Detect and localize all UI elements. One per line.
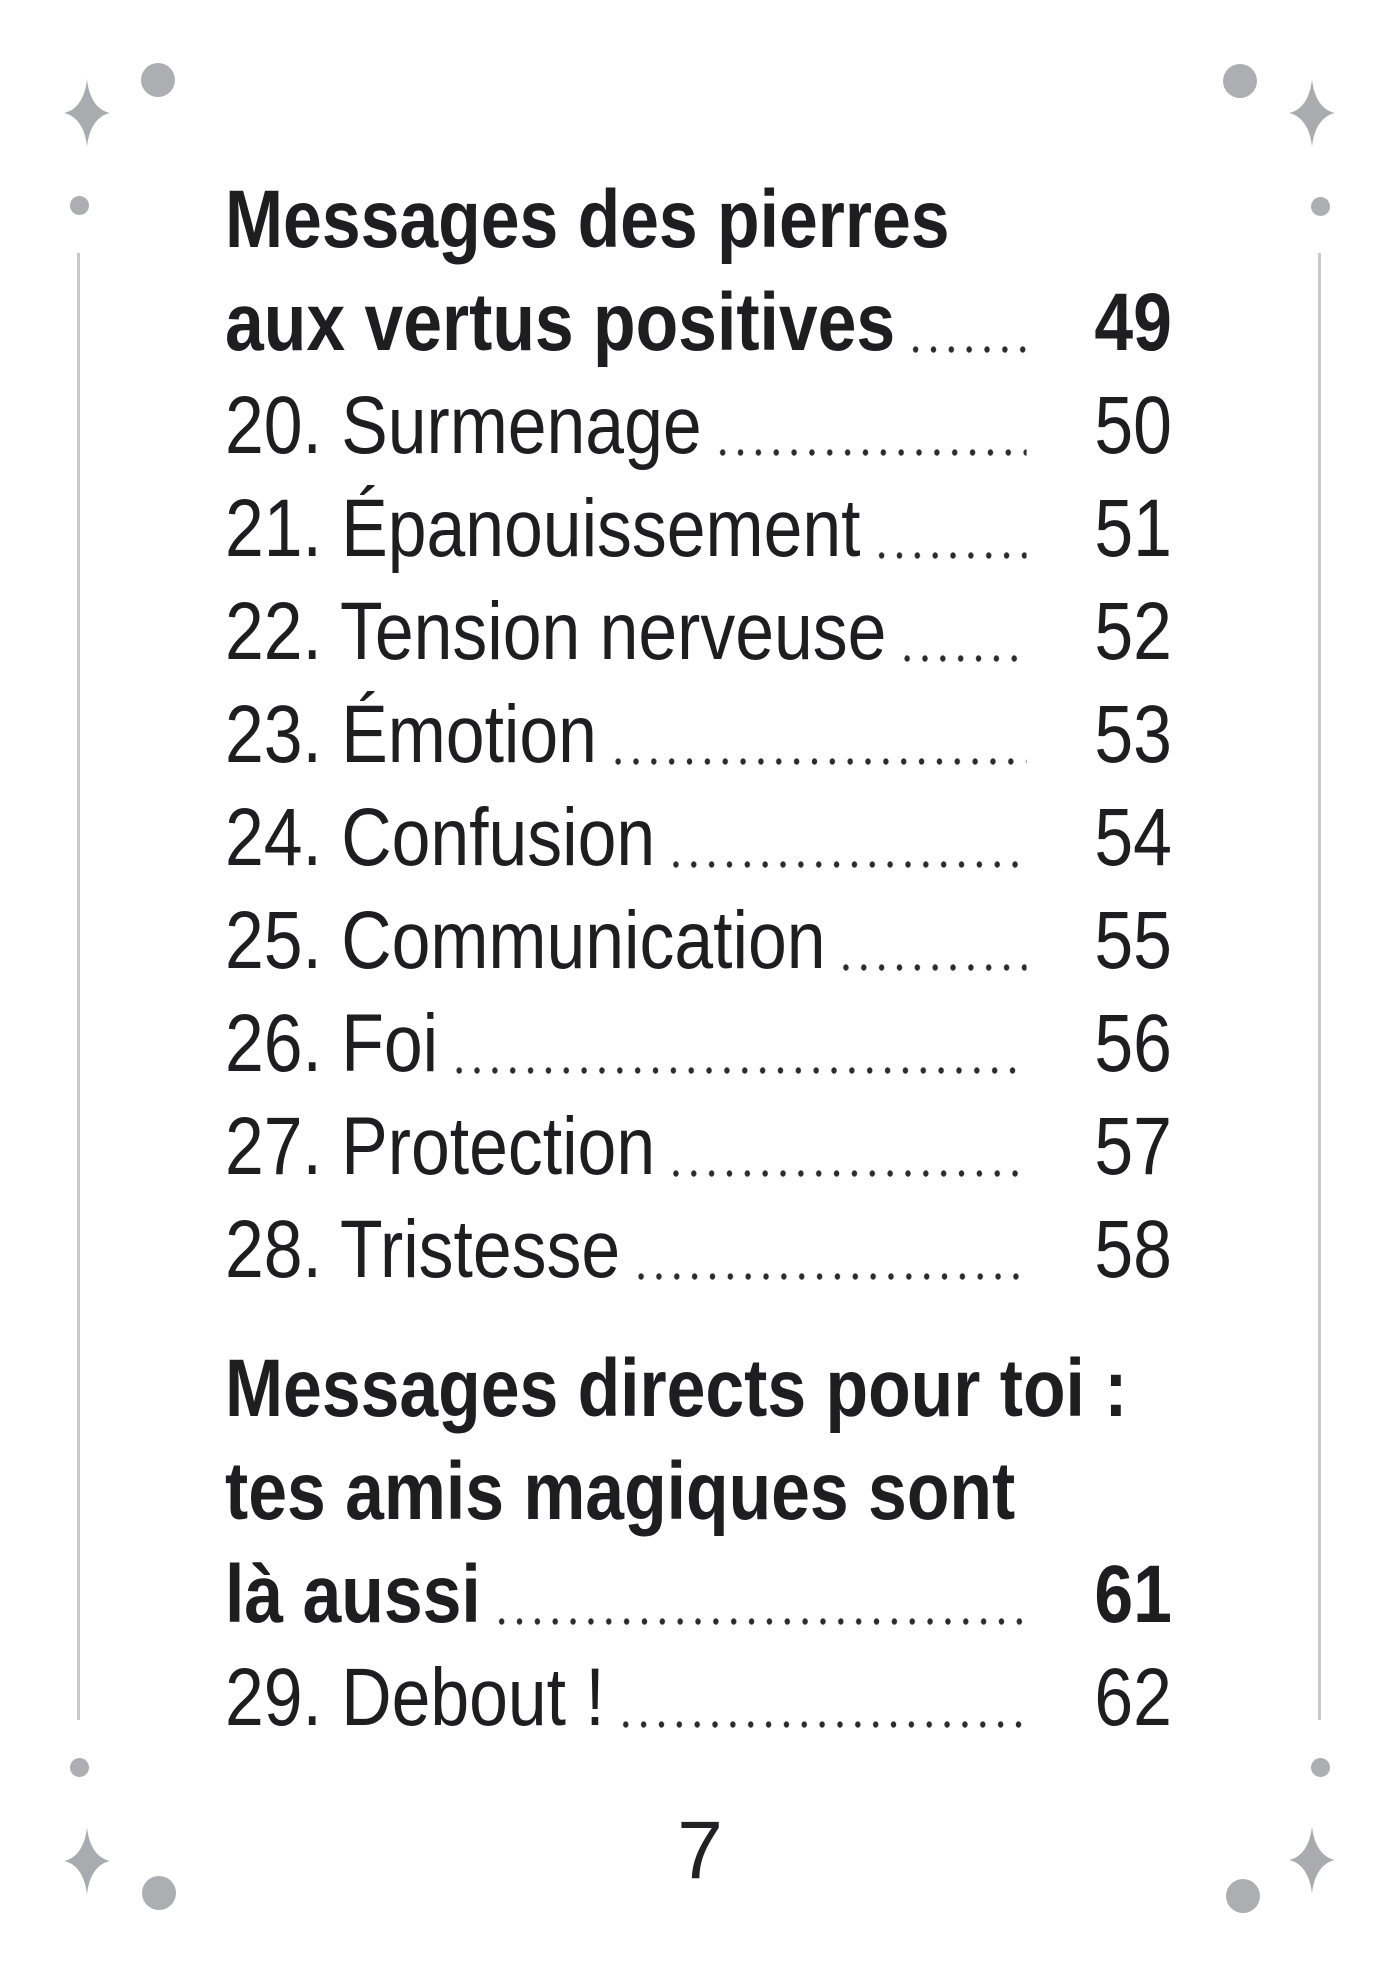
toc-entry-label: là aussi: [225, 1549, 481, 1640]
toc-entry-label: 29. Debout !: [225, 1652, 605, 1743]
toc-row: 26. Foi 56: [225, 992, 1172, 1095]
small-dot-ornament: [70, 1758, 89, 1777]
toc-page-number: 57: [1094, 1101, 1172, 1192]
toc-page-number: 53: [1094, 689, 1172, 780]
dot-ornament: [1226, 1879, 1260, 1913]
dots-leader: [608, 758, 1027, 765]
toc-page-number: 58: [1094, 1204, 1172, 1295]
toc-entry-label: tes amis magiques sont: [225, 1446, 1016, 1537]
vertical-border-line-left: [77, 253, 80, 1720]
toc-page-number: 56: [1094, 998, 1172, 1089]
toc-entry-label: 22. Tension nerveuse: [225, 586, 887, 677]
dots-leader: [837, 964, 1027, 971]
toc-entry-label: aux vertus positives: [225, 277, 896, 368]
dots-leader: [492, 1618, 1027, 1625]
toc-row: 24. Confusion 54: [225, 786, 1172, 889]
small-dot-ornament: [1311, 1758, 1330, 1777]
toc-entry-label: 27. Protection: [225, 1101, 656, 1192]
toc-entry-label: 26. Foi: [225, 998, 439, 1089]
small-dot-ornament: [1311, 197, 1330, 216]
toc-entry-label: 23. Émotion: [225, 689, 597, 780]
toc-section-heading-row: tes amis magiques sont: [225, 1440, 1172, 1543]
toc-row: 22. Tension nerveuse 52: [225, 580, 1172, 683]
toc-entry-label: 25. Communication: [225, 895, 826, 986]
toc-entry-label: 24. Confusion: [225, 792, 656, 883]
sparkle-icon: [64, 79, 110, 147]
dot-ornament: [142, 1876, 176, 1910]
toc-row: 21. Épanouissement 51: [225, 477, 1172, 580]
toc-section-heading-row: Messages des pierres: [225, 168, 1172, 271]
toc-entry-label: 21. Épanouissement: [225, 483, 861, 574]
dots-leader: [667, 861, 1027, 868]
toc-entry-label: Messages directs pour toi :: [225, 1343, 1128, 1434]
toc-row: 28. Tristesse 58: [225, 1198, 1172, 1301]
sparkle-icon: [1289, 1826, 1335, 1894]
dot-ornament: [1223, 64, 1257, 98]
dots-leader: [666, 1170, 1027, 1177]
dots-leader: [632, 1273, 1027, 1280]
toc-page-number: 54: [1094, 792, 1172, 883]
dots-leader: [713, 449, 1027, 456]
toc-section-heading-row: aux vertus positives 49: [225, 271, 1172, 374]
toc-entry-label: 20. Surmenage: [225, 380, 702, 471]
dots-leader: [872, 552, 1027, 559]
toc-page-number: 51: [1094, 483, 1172, 574]
toc-page-number: 49: [1094, 277, 1172, 368]
toc-row: 20. Surmenage 50: [225, 374, 1172, 477]
toc-row: 25. Communication 55: [225, 889, 1172, 992]
toc-row: 23. Émotion 53: [225, 683, 1172, 786]
toc-page-number: 62: [1094, 1652, 1172, 1743]
toc-page-number: 50: [1094, 380, 1172, 471]
sparkle-icon: [64, 1827, 110, 1895]
small-dot-ornament: [70, 196, 89, 215]
vertical-border-line-right: [1318, 253, 1321, 1720]
dot-ornament: [141, 63, 175, 97]
toc-row: 29. Debout ! 62: [225, 1646, 1172, 1749]
dots-leader: [898, 655, 1027, 662]
sparkle-icon: [1289, 79, 1335, 147]
toc-section-heading-row: Messages directs pour toi :: [225, 1337, 1172, 1440]
dots-leader: [449, 1067, 1027, 1074]
dots-leader: [616, 1721, 1027, 1728]
toc-section-heading-row: là aussi 61: [225, 1543, 1172, 1646]
table-of-contents: Messages des pierres aux vertus positive…: [225, 168, 1172, 1749]
toc-page-number: 55: [1094, 895, 1172, 986]
dots-leader: [907, 346, 1027, 353]
toc-entry-label: 28. Tristesse: [225, 1204, 621, 1295]
toc-row: 27. Protection 57: [225, 1095, 1172, 1198]
toc-entry-label: Messages des pierres: [225, 174, 950, 265]
toc-page-number: 52: [1094, 586, 1172, 677]
toc-page-number: 61: [1094, 1549, 1172, 1640]
folio-page-number: 7: [677, 1805, 723, 1896]
